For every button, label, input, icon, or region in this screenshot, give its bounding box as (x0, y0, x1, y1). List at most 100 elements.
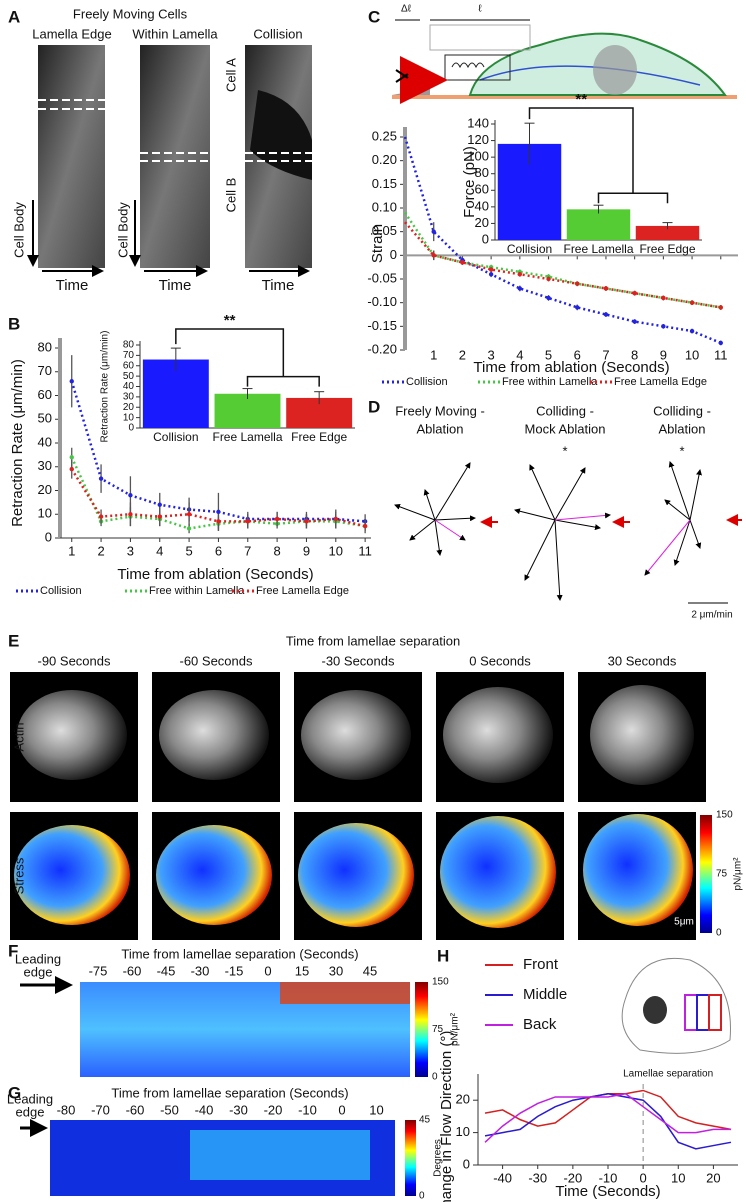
y-tick-label: 0.05 (372, 223, 397, 238)
time-label: -30 (229, 1102, 248, 1117)
cell-label: Cell B (223, 178, 238, 213)
panel-title: Time from lamellae separation (Seconds) (111, 1085, 348, 1100)
group-label: Freely Moving - (395, 403, 485, 418)
y-tick-label: 10 (456, 1124, 470, 1139)
x-tick-label: 2 (97, 543, 104, 558)
point (304, 519, 309, 524)
colorbar-tick: 45 (419, 1115, 431, 1126)
x-tick-label: 11 (358, 543, 372, 558)
y-tick-label: 120 (467, 132, 489, 147)
y-tick-label: 50 (123, 371, 135, 382)
group-label: Colliding - (653, 403, 711, 418)
panel-letter: D (368, 397, 380, 416)
bar (566, 209, 631, 240)
point (157, 514, 162, 519)
x-tick-label: 1 (430, 347, 437, 362)
y-axis-label: Retraction Rate (μm/min) (9, 359, 26, 527)
x-tick-label: -20 (563, 1170, 582, 1185)
row-label: Stress (11, 857, 26, 894)
point (98, 514, 104, 519)
x-axis-label: Time from ablation (Seconds) (473, 359, 669, 376)
point (632, 291, 637, 296)
colorbar-unit: Degrees (433, 1139, 444, 1177)
panel-letter: G (8, 1083, 21, 1102)
legend-label: Free within Lamella (149, 585, 245, 597)
point (216, 509, 221, 515)
y-tick-label: 80 (475, 165, 489, 180)
y-tick-label: 0.25 (372, 128, 397, 143)
y-tick-label: 0 (128, 423, 134, 434)
point (632, 319, 637, 324)
panel-letter: F (8, 941, 18, 960)
point (488, 272, 494, 277)
point (488, 267, 494, 272)
panel-letter: H (437, 946, 449, 965)
y-axis-label: Retraction Rate (μm/min) (100, 331, 111, 443)
scale-label: 5μm (674, 917, 694, 928)
y-tick-label: 20 (456, 1092, 470, 1107)
x-tick-label: 4 (516, 347, 523, 362)
point (274, 516, 280, 522)
dashes (38, 99, 312, 162)
x-tick-label: 6 (574, 347, 581, 362)
layout (10, 19, 742, 1196)
x-tick-label: 5 (545, 347, 552, 362)
y-tick-label: -0.10 (367, 294, 397, 309)
scale-label: 2 μm/min (691, 610, 732, 621)
row-label: Actin (11, 723, 26, 752)
panel-letter: C (368, 7, 380, 26)
legend-label: Free Lamella Edge (614, 376, 707, 388)
x-tick-label: 10 (329, 543, 343, 558)
colorbar-tick: 0 (716, 928, 722, 939)
group-label: Ablation (417, 421, 464, 436)
label: edge (16, 1104, 45, 1119)
point (216, 519, 221, 524)
time-label: -80 (57, 1102, 76, 1117)
x-tick-label: Collision (507, 242, 552, 256)
axis-label: Cell Body (11, 202, 26, 258)
panel-title: Freely Moving Cells (73, 6, 188, 21)
y-tick-label: 0.15 (372, 176, 397, 191)
point (460, 260, 465, 265)
time-label: -70 (91, 1102, 110, 1117)
y-tick-label: 70 (123, 350, 135, 361)
colorbar-unit: pN/μm² (450, 1012, 461, 1046)
heatmaps (20, 976, 428, 1196)
time-label: -40 (195, 1102, 214, 1117)
point (69, 455, 74, 460)
group-label: Mock Ablation (525, 421, 606, 436)
axis-label: Time (262, 277, 295, 294)
series-line (404, 221, 721, 309)
time-label: -30 (191, 963, 210, 978)
point (431, 253, 436, 258)
label: Leading (15, 951, 61, 966)
panel-letter: E (8, 631, 19, 650)
x-tick-label: 7 (244, 543, 251, 558)
significance: * (562, 443, 567, 458)
significance-bracket (528, 107, 669, 204)
panel-title: Time from lamellae separation (286, 633, 460, 648)
legend-label: Back (523, 1016, 557, 1033)
point (603, 312, 609, 317)
y-tick-label: 0 (390, 247, 397, 262)
group-label: Ablation (659, 421, 706, 436)
x-tick-label: 3 (127, 543, 134, 558)
y-tick-label: 0 (45, 529, 52, 544)
point (186, 512, 192, 517)
colorbar-unit: pN/μm² (733, 857, 744, 891)
point (128, 512, 133, 517)
x-tick-label: 1 (68, 543, 75, 558)
colorbar-tick: 150 (716, 810, 733, 821)
point (69, 466, 74, 472)
time-label: -45 (157, 963, 176, 978)
y-axis-label: Strain (369, 224, 386, 263)
axis-label: Cell Body (115, 202, 130, 258)
x-tick-label: -40 (493, 1170, 512, 1185)
y-tick-label: 40 (38, 434, 52, 449)
y-tick-label: 40 (475, 198, 489, 213)
y-tick-label: 70 (38, 363, 52, 378)
x-axis-label: Time (Seconds) (555, 1183, 660, 1200)
x-tick-label: 10 (685, 347, 699, 362)
bar (214, 393, 281, 428)
series-line (403, 136, 722, 345)
